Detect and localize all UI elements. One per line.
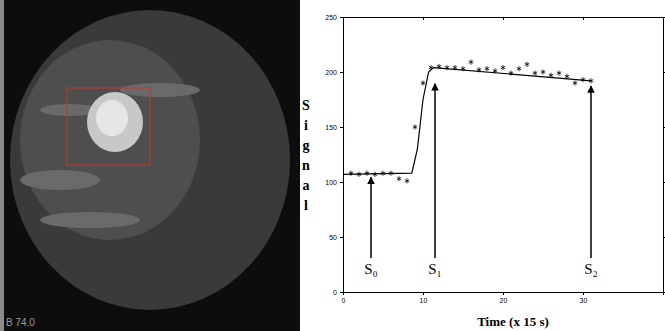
annotation-arrow [590,86,592,258]
y-axis-right-tick-mark [663,17,665,18]
x-axis-top-tick [583,17,584,20]
breast-tissue [10,10,290,310]
y-axis-tick: 150 [325,124,343,131]
y-axis-tick-label: 150 [325,124,337,131]
y-axis-tick-label: 100 [325,179,337,186]
data-point [573,80,577,85]
x-axis-tick: 20 [500,292,508,304]
annotation-arrow [434,84,436,258]
x-axis: 0 10 20 30 [342,292,664,304]
y-axis-right-tick [663,127,665,128]
y-axis-tick: 50 [329,234,343,241]
y-axis-right [663,18,665,293]
x-axis-top-tick [503,17,504,20]
y-axis-tick-label: 250 [325,14,337,21]
y-axis-right-tick-mark [663,237,665,238]
y-axis-tick-mark [340,237,343,238]
x-axis-tick-label: 10 [420,297,428,304]
y-axis-right-tick [663,292,665,293]
data-point [517,66,521,71]
y-axis-right-tick [663,182,665,183]
data-point [541,69,545,74]
y-axis-tick-mark [340,127,343,128]
data-point [421,80,425,85]
data-point [485,66,489,71]
y-axis-tick-label: 200 [325,69,337,76]
y-axis-tick: 250 [325,14,343,21]
data-point [397,176,401,181]
y-axis-title: Signal [302,98,310,213]
y-axis-tick-label: 0 [333,289,337,296]
tissue-streak [20,170,100,190]
x-axis-tick: 10 [420,292,428,304]
x-axis-tick-label: 20 [500,297,508,304]
fit-line [343,68,591,175]
data-point [533,71,537,76]
y-axis-tick-label: 50 [329,234,337,241]
x-axis-tick: 0 [342,292,346,304]
x-axis-tick-label: 0 [342,297,346,304]
x-axis-top-tick-mark [503,17,504,20]
lesion-core [96,100,128,136]
data-point [557,71,561,76]
y-axis-right-tick-mark [663,127,665,128]
y-axis-line [340,18,344,293]
image-caption: B 74.0 [6,317,35,328]
tissue-streak [120,83,200,97]
plot-area [343,60,593,184]
tissue-streak [40,212,140,228]
lesion [87,92,143,152]
data-point [413,124,417,129]
canvas: B 74.0 0 10 20 30 0 50 100 150 200 250 S₀ S₁ S₂ Time (… [0,0,665,331]
data-point [349,171,353,176]
data-point [525,62,529,67]
annotations: S₀ S₁ S₂ [364,84,598,277]
y-axis-tick-mark [340,292,343,293]
y-axis-tick: 100 [325,179,343,186]
y-axis-right-line [664,18,665,293]
x-axis-title: Time (x 15 s) [477,314,549,329]
tissue-inner [20,40,200,240]
x-axis-tick-label: 30 [580,297,588,304]
roi-box [67,88,150,165]
x-axis-top-tick-mark [583,17,584,20]
x-axis-tick-mark [423,292,424,295]
y-axis-tick-mark [340,72,343,73]
data-point [469,60,473,65]
annotation-arrow [370,177,372,258]
x-axis-tick: 30 [580,292,588,304]
x-axis-top-tick [423,17,424,20]
x-axis-tick-mark [503,292,504,295]
annotation-label: S₁ [428,261,442,277]
annotation-label: S₂ [584,261,598,277]
y-axis: 0 50 100 150 200 250 [325,14,343,296]
annotation-label: S₀ [364,261,378,277]
y-axis-tick: 0 [333,289,343,296]
data-point [365,171,369,176]
x-axis-tick-mark [583,292,584,295]
image-background [0,0,300,331]
x-axis-top-tick-mark [423,17,424,20]
x-axis-line [344,293,664,296]
y-axis-right-tick [663,237,665,238]
mri-image: B 74.0 [0,0,300,331]
x-axis-top [344,17,664,20]
y-axis-right-tick-mark [663,72,665,73]
y-axis-right-tick [663,17,665,18]
data-point [405,178,409,183]
data-point [509,71,513,76]
y-axis-tick: 200 [325,69,343,76]
y-axis-right-tick-mark [663,292,665,293]
image-edge [0,0,4,331]
y-axis-tick-mark [340,17,343,18]
data-point [501,65,505,70]
y-axis-right-tick [663,72,665,73]
y-axis-right-tick-mark [663,182,665,183]
y-axis-tick-mark [340,182,343,183]
x-axis-top-line [344,18,664,21]
